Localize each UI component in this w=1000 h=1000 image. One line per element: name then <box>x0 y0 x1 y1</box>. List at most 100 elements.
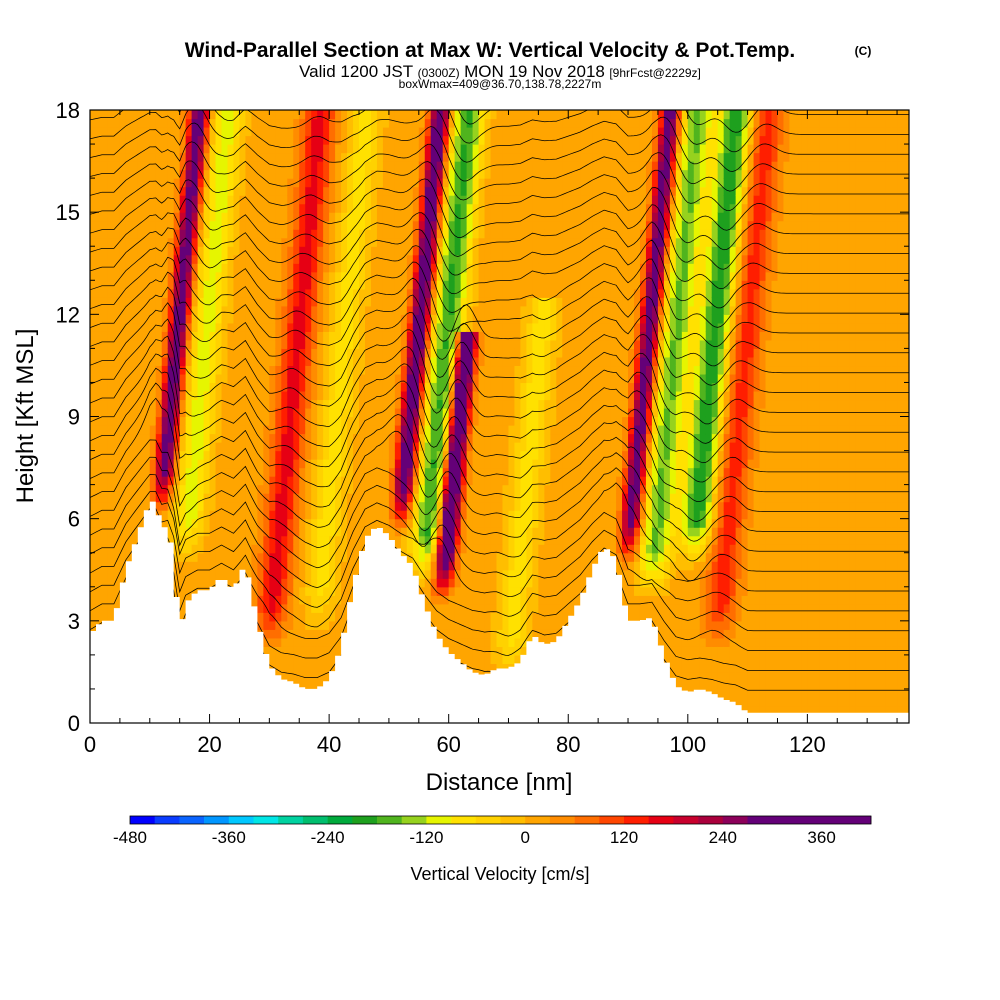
heatmap-cell <box>161 152 169 162</box>
heatmap-cell <box>317 561 324 571</box>
heatmap-cell <box>257 399 264 409</box>
heatmap-cell <box>191 356 199 367</box>
heatmap-cell <box>131 459 139 469</box>
heatmap-cell <box>418 305 426 315</box>
heatmap-cell <box>269 246 276 256</box>
heatmap-cell <box>107 212 115 222</box>
heatmap-cell <box>466 578 474 588</box>
heatmap-cell <box>341 246 348 256</box>
heatmap-cell <box>119 254 127 264</box>
heatmap-cell <box>329 561 336 571</box>
heatmap-cell <box>95 535 103 545</box>
heatmap-cell <box>137 425 145 435</box>
heatmap-cell <box>466 373 474 384</box>
heatmap-cell <box>215 390 223 401</box>
heatmap-cell <box>472 263 480 273</box>
heatmap-cell <box>137 416 145 426</box>
heatmap-cell <box>251 476 258 486</box>
heatmap-cell <box>299 246 306 256</box>
heatmap-cell <box>155 416 163 426</box>
heatmap-cell <box>305 654 312 664</box>
heatmap-cell <box>245 314 253 324</box>
heatmap-cell <box>376 416 384 426</box>
heatmap-cell <box>233 322 241 332</box>
heatmap-cell <box>221 254 229 264</box>
heatmap-cell <box>293 484 300 494</box>
heatmap-cell <box>95 220 103 230</box>
heatmap-cell <box>376 510 384 520</box>
heatmap-cell <box>95 510 103 520</box>
heatmap-cell <box>149 254 157 264</box>
heatmap-cell <box>281 365 288 375</box>
heatmap-cell <box>101 390 109 401</box>
heatmap-cell <box>95 425 103 435</box>
heatmap-cell <box>257 510 264 520</box>
heatmap-cell <box>424 390 432 401</box>
heatmap-cell <box>490 135 498 145</box>
heatmap-cell <box>311 322 318 332</box>
heatmap-cell <box>364 127 372 137</box>
heatmap-cell <box>496 195 504 205</box>
heatmap-cell <box>448 586 456 596</box>
heatmap-cell <box>359 169 366 179</box>
heatmap-cell <box>143 399 151 409</box>
heatmap-cell <box>335 161 342 171</box>
heatmap-cell <box>101 425 109 435</box>
heatmap-cell <box>394 390 402 401</box>
heatmap-cell <box>418 365 426 375</box>
heatmap-cell <box>269 510 276 520</box>
heatmap-cell <box>406 297 414 307</box>
heatmap-cell <box>388 365 396 375</box>
heatmap-cell <box>472 407 480 418</box>
heatmap-cell <box>107 280 115 290</box>
heatmap-cell <box>251 305 258 315</box>
heatmap-cell <box>113 467 121 477</box>
heatmap-cell <box>221 135 229 145</box>
heatmap-cell <box>287 297 294 307</box>
heatmap-cell <box>90 552 97 562</box>
heatmap-cell <box>263 450 270 460</box>
heatmap-cell <box>353 288 360 298</box>
heatmap-cell <box>424 314 432 324</box>
heatmap-cell <box>257 620 264 630</box>
heatmap-cell <box>239 365 247 375</box>
heatmap-cell <box>167 467 175 477</box>
heatmap-cell <box>263 288 270 298</box>
heatmap-cell <box>478 356 486 367</box>
heatmap-cell <box>293 518 300 528</box>
heatmap-cell <box>119 373 127 384</box>
heatmap-cell <box>496 527 504 537</box>
heatmap-cell <box>113 271 121 281</box>
heatmap-cell <box>454 501 462 511</box>
heatmap-cell <box>95 416 103 426</box>
heatmap-cell <box>119 229 127 239</box>
heatmap-cell <box>317 527 324 537</box>
heatmap-cell <box>323 603 330 613</box>
heatmap-cell <box>119 467 127 477</box>
heatmap-cell <box>107 510 115 520</box>
heatmap-cell <box>400 373 408 384</box>
heatmap-cell <box>191 450 199 460</box>
heatmap-cell <box>203 161 211 171</box>
heatmap-cell <box>101 263 109 273</box>
heatmap-cell <box>448 178 456 188</box>
heatmap-cell <box>335 322 342 332</box>
heatmap-cell <box>353 569 360 579</box>
heatmap-cell <box>263 331 270 341</box>
heatmap-cell <box>424 186 432 196</box>
heatmap-cell <box>299 493 306 503</box>
heatmap-cell <box>251 535 258 545</box>
heatmap-cell <box>370 518 378 528</box>
heatmap-cell <box>388 356 396 367</box>
heatmap-cell <box>287 603 294 613</box>
heatmap-cell <box>376 399 384 409</box>
heatmap-cell <box>257 271 264 281</box>
heatmap-cell <box>209 467 217 477</box>
heatmap-cell <box>418 544 426 554</box>
heatmap-cell <box>215 501 223 511</box>
heatmap-cell <box>442 510 450 520</box>
heatmap-cell <box>478 501 486 511</box>
heatmap-cell <box>460 220 468 230</box>
heatmap-cell <box>484 620 492 630</box>
heatmap-cell <box>197 203 205 213</box>
